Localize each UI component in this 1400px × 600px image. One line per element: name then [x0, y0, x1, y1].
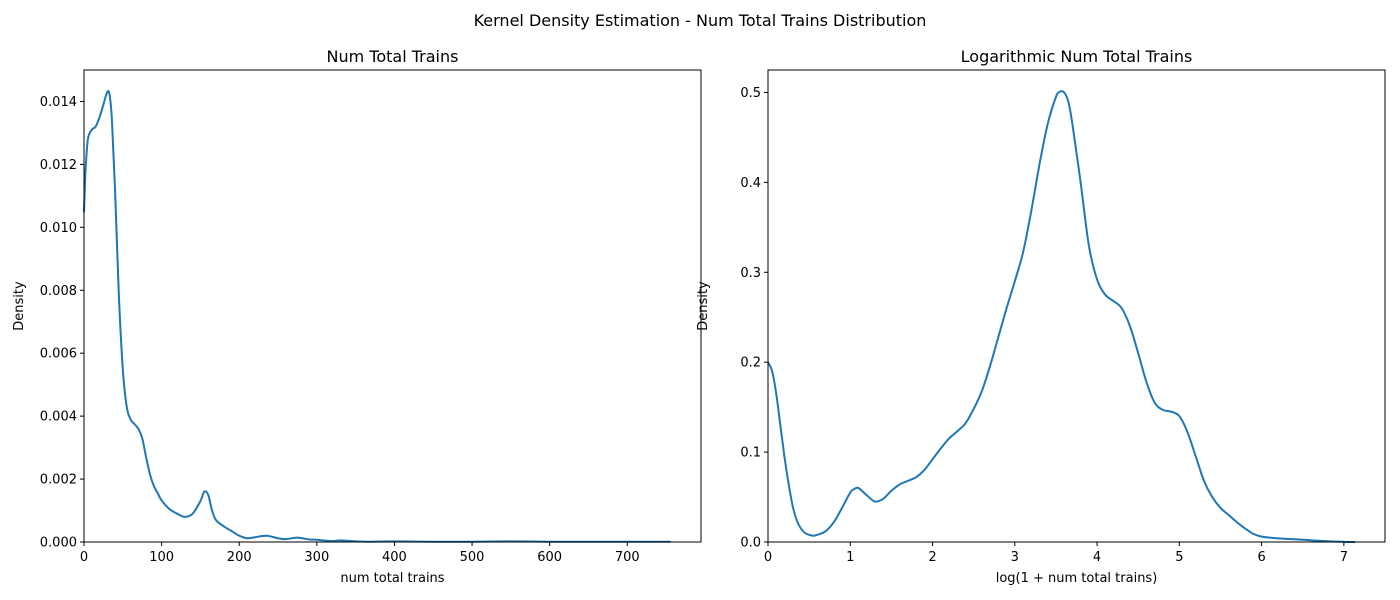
- y-tick-label: 0.006: [40, 347, 77, 362]
- y-tick-label: 0.000: [40, 536, 77, 551]
- axes-frame: [83, 69, 702, 543]
- x-tick-label: 4: [1093, 550, 1101, 565]
- tick-group: 0 1 2 3 4 5 6 7 0.0 0.1 0.2 0.3 0.4 0.5: [740, 86, 1348, 565]
- tick-group: 0 100 200 300 400 500 600 700 0.000 0.002 0.004 0.0…: [40, 95, 640, 565]
- axes-title: Logarithmic Num Total Trains: [961, 47, 1193, 66]
- x-tick-label: 0: [764, 550, 772, 565]
- axes-title: Num Total Trains: [327, 47, 459, 66]
- y-tick-label: 0.008: [40, 284, 77, 299]
- figure-suptitle: Kernel Density Estimation - Num Total Tr…: [474, 11, 927, 30]
- x-tick-label: 100: [149, 550, 174, 565]
- axes-frame: [767, 69, 1386, 543]
- x-axis-label: log(1 + num total trains): [996, 571, 1158, 586]
- x-tick-label: 5: [1175, 550, 1183, 565]
- x-tick-label: 500: [460, 550, 485, 565]
- y-tick-label: 0.012: [40, 158, 77, 173]
- kde-line: [83, 90, 671, 543]
- y-tick-label: 0.4: [740, 176, 761, 191]
- y-axis-label: Density: [696, 281, 711, 331]
- axes-log-num-total-trains: Logarithmic Num Total Trains 0 1 2 3 4 5 6 7 0.0…: [696, 47, 1386, 586]
- y-tick-label: 0.010: [40, 221, 77, 236]
- x-tick-label: 7: [1340, 550, 1348, 565]
- y-tick-label: 0.0: [740, 536, 761, 551]
- x-tick-label: 1: [846, 550, 854, 565]
- kde-line: [767, 90, 1356, 543]
- x-tick-label: 200: [227, 550, 252, 565]
- y-tick-label: 0.014: [40, 95, 77, 110]
- x-tick-label: 2: [928, 550, 936, 565]
- x-tick-label: 700: [615, 550, 640, 565]
- x-tick-label: 600: [537, 550, 562, 565]
- y-tick-label: 0.3: [740, 266, 761, 281]
- y-tick-label: 0.1: [740, 446, 761, 461]
- x-axis-label: num total trains: [340, 571, 444, 586]
- y-tick-label: 0.2: [740, 356, 761, 371]
- y-tick-label: 0.004: [40, 410, 77, 425]
- y-tick-label: 0.002: [40, 473, 77, 488]
- axes-num-total-trains: Num Total Trains 0 100 200 300 400 500 600 7000…: [12, 47, 702, 586]
- y-axis-label: Density: [12, 281, 27, 331]
- x-tick-label: 300: [304, 550, 329, 565]
- x-tick-label: 0: [80, 550, 88, 565]
- x-tick-label: 6: [1257, 550, 1265, 565]
- x-tick-label: 3: [1011, 550, 1019, 565]
- x-tick-label: 400: [382, 550, 407, 565]
- y-tick-label: 0.5: [740, 86, 761, 101]
